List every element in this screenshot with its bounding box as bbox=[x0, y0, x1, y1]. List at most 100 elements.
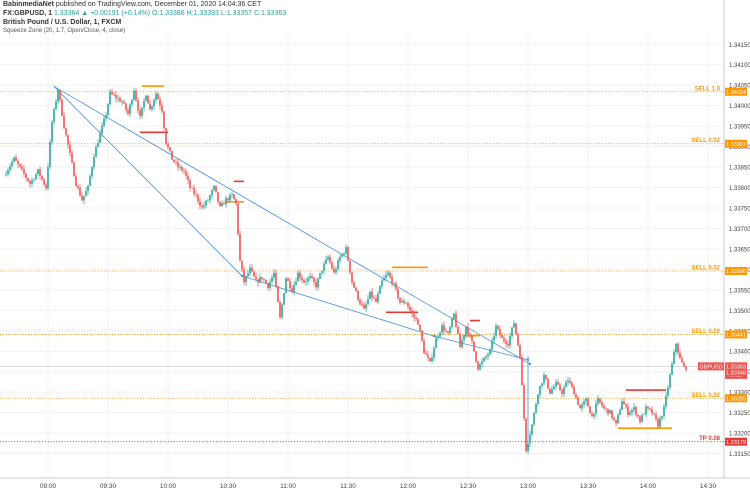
candle-body bbox=[319, 273, 321, 279]
candle-body bbox=[389, 272, 391, 277]
candle-body bbox=[551, 389, 553, 394]
candle-body bbox=[363, 304, 365, 309]
candle-body bbox=[357, 290, 359, 300]
order-level-box bbox=[725, 394, 747, 403]
candle-body bbox=[49, 142, 51, 168]
candle-body bbox=[23, 169, 25, 174]
candle-body bbox=[33, 179, 35, 181]
trend-lines bbox=[53, 86, 532, 448]
candle-body bbox=[279, 301, 281, 318]
candle-body bbox=[425, 352, 427, 355]
candle-body bbox=[501, 335, 503, 339]
candle-body bbox=[121, 101, 123, 103]
candle-body bbox=[345, 247, 347, 254]
candle-body bbox=[9, 166, 11, 171]
order-level-box bbox=[725, 139, 747, 148]
candle-body bbox=[97, 143, 99, 147]
time-tick-label: 09:00 bbox=[40, 483, 57, 490]
candle-body bbox=[561, 389, 563, 394]
candle-body bbox=[459, 333, 461, 348]
candle-body bbox=[421, 330, 423, 341]
symbol-tag bbox=[698, 362, 724, 371]
price-tick-label: 1.34150 bbox=[729, 43, 750, 49]
candle-body bbox=[301, 277, 303, 281]
candle-body bbox=[495, 325, 497, 337]
candle-body bbox=[503, 338, 505, 342]
candle-body bbox=[197, 194, 199, 202]
candle-body bbox=[391, 276, 393, 284]
candle-body bbox=[15, 157, 17, 161]
candle-body bbox=[573, 386, 575, 395]
candle-body bbox=[509, 335, 511, 346]
candle-body bbox=[555, 381, 557, 387]
candle-body bbox=[643, 414, 645, 416]
candle-body bbox=[81, 195, 83, 201]
candle-body bbox=[635, 406, 637, 415]
time-tick-label: 10:00 bbox=[160, 483, 177, 490]
price-tick-label: 1.34050 bbox=[729, 84, 750, 90]
candlesticks bbox=[5, 87, 687, 454]
time-tick-label: 13:30 bbox=[580, 483, 597, 490]
candle-body bbox=[669, 374, 671, 388]
candle-body bbox=[193, 187, 195, 194]
price-tick-label: 1.33950 bbox=[729, 125, 750, 131]
candle-body bbox=[229, 194, 231, 201]
candle-body bbox=[487, 354, 489, 357]
candle-body bbox=[437, 336, 439, 338]
candle-body bbox=[585, 398, 587, 402]
candle-body bbox=[657, 419, 659, 427]
candle-body bbox=[467, 326, 469, 335]
candle-body bbox=[355, 287, 357, 291]
candle-body bbox=[181, 166, 183, 171]
candle-body bbox=[277, 286, 279, 302]
candle-body bbox=[137, 100, 139, 111]
candle-body bbox=[439, 332, 441, 337]
candle-body bbox=[673, 352, 675, 364]
candle-body bbox=[83, 195, 85, 201]
order-level-box-label: 1.33441 bbox=[726, 333, 746, 339]
candle-body bbox=[259, 277, 261, 283]
candle-body bbox=[271, 277, 273, 282]
order-level-label: SELL 0.02 bbox=[691, 393, 720, 399]
candle-body bbox=[681, 358, 683, 363]
last-price-value: 1.33363 bbox=[726, 365, 746, 371]
time-tick-label: 11:30 bbox=[340, 483, 356, 490]
candle-body bbox=[343, 253, 345, 255]
candle-body bbox=[571, 382, 573, 387]
candle-body bbox=[369, 291, 371, 299]
candle-body bbox=[93, 156, 95, 168]
candle-body bbox=[69, 144, 71, 153]
candle-body bbox=[109, 91, 111, 105]
candle-body bbox=[223, 203, 225, 205]
candle-body bbox=[591, 413, 593, 417]
candle-body bbox=[237, 203, 239, 234]
time-tick-label: 12:30 bbox=[460, 483, 477, 490]
candle-body bbox=[395, 283, 397, 290]
candle-body bbox=[515, 323, 517, 334]
candle-body bbox=[85, 190, 87, 196]
candle-body bbox=[143, 101, 145, 108]
candle-body bbox=[617, 414, 619, 424]
candle-body bbox=[187, 175, 189, 181]
trend-line bbox=[241, 275, 435, 337]
candle-body bbox=[31, 180, 33, 184]
price-tick-label: 1.33800 bbox=[729, 186, 750, 192]
candle-body bbox=[253, 271, 255, 277]
candle-body bbox=[331, 262, 333, 269]
squeeze-zones bbox=[140, 85, 672, 429]
candle-body bbox=[477, 361, 479, 370]
candle-body bbox=[329, 256, 331, 263]
candle-body bbox=[407, 303, 409, 307]
candle-body bbox=[375, 298, 377, 302]
candle-body bbox=[577, 397, 579, 405]
candle-body bbox=[17, 160, 19, 165]
candle-body bbox=[463, 334, 465, 341]
publish-info: published on TradingView.com, December 0… bbox=[55, 1, 262, 8]
order-level-label: SELL 0.02 bbox=[691, 266, 720, 272]
order-levels: SELL 1.0 SELL 0.02 SELL 0.02 SELL 0.02 SELL … bbox=[0, 86, 724, 442]
candle-body bbox=[513, 323, 515, 328]
ohlc-values: 1.33364 ▲ +0.00191 (+0.14%) O:1.33386 H:… bbox=[53, 10, 287, 17]
candle-body bbox=[179, 166, 181, 168]
candle-body bbox=[255, 276, 257, 280]
